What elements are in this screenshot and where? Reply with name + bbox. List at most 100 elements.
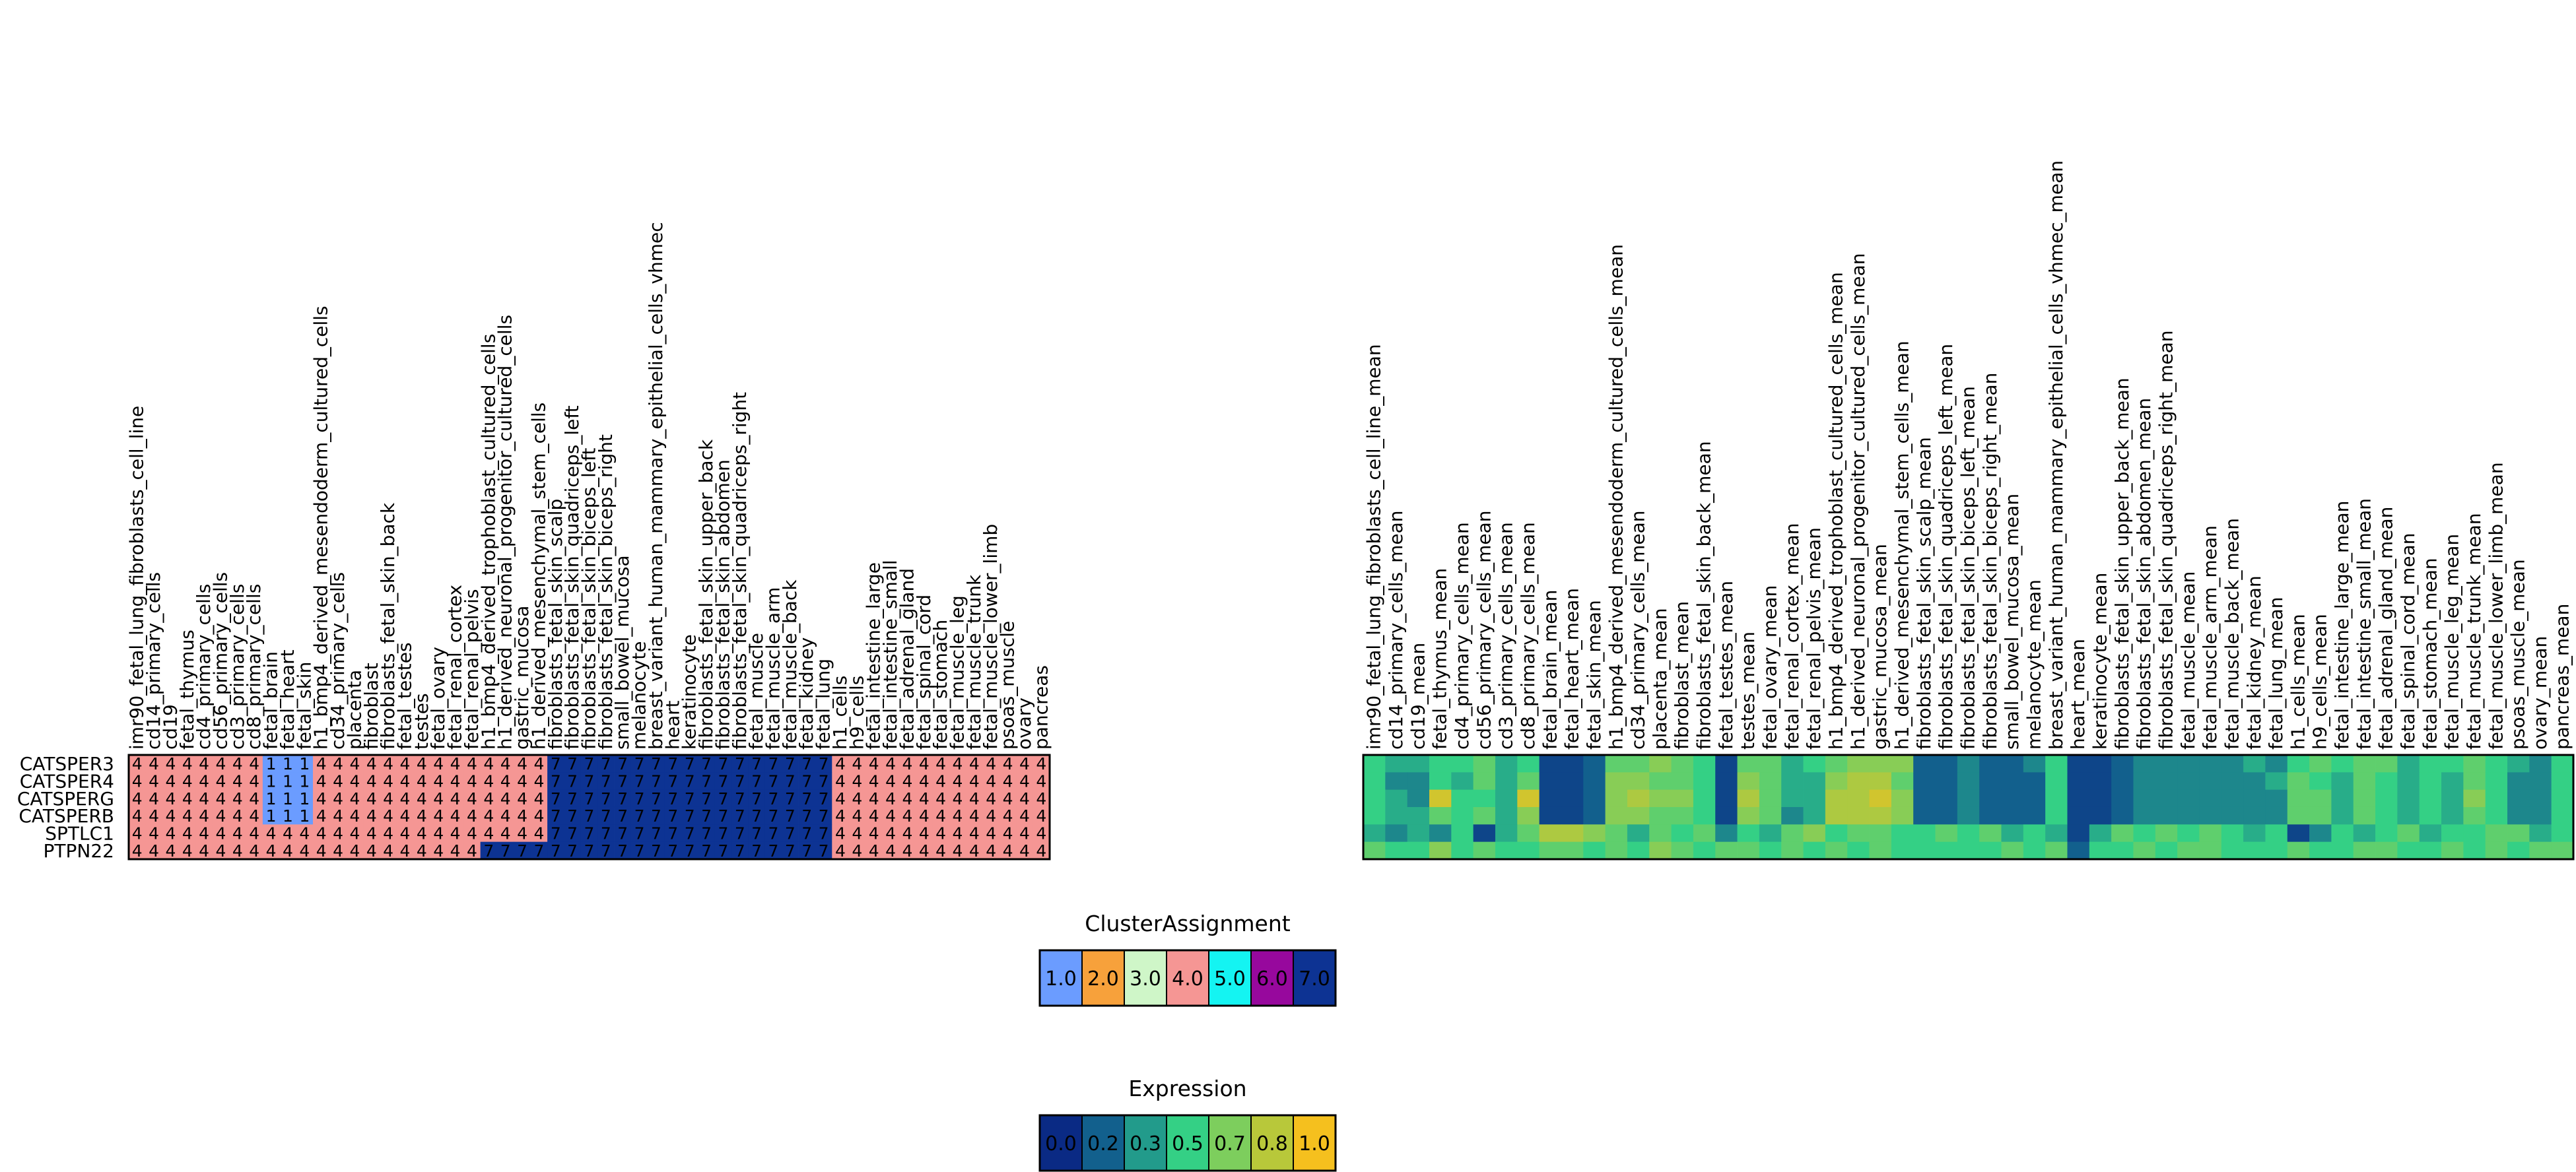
cluster-assignment-legend: ClusterAssignment 1.0 2.0 3.0 4.0 5.0 6.0 7.0 (1038, 911, 1337, 1007)
column-label: h1_cells_mean (2287, 614, 2309, 750)
column-label: fetal_spinal_cord (913, 595, 935, 750)
heatmap-cell (1539, 772, 1562, 791)
heatmap-cell (129, 841, 146, 860)
cell-value-label: 4 (283, 841, 293, 861)
heatmap-cell (246, 772, 263, 791)
heatmap-cell (731, 824, 749, 843)
heatmap-cell (2023, 755, 2046, 773)
heatmap-cell (1869, 772, 1892, 791)
cell-value-label: 1 (283, 789, 293, 808)
heatmap-cell (2375, 755, 2398, 773)
heatmap-cell (212, 841, 230, 860)
heatmap-cell (2551, 772, 2574, 791)
cell-value-label: 7 (735, 841, 745, 861)
heatmap-cell (2133, 789, 2156, 808)
heatmap-cell (2507, 841, 2530, 860)
heatmap-cell (681, 772, 698, 791)
heatmap-cell (1495, 806, 1518, 825)
cell-value-label: 4 (986, 841, 996, 861)
cell-value-label: 4 (417, 841, 427, 861)
heatmap-cell (329, 755, 347, 773)
column-label: cd34_primary_cells (327, 572, 349, 750)
heatmap-cell (195, 806, 213, 825)
column-label: cd3_primary_cells (226, 584, 248, 750)
heatmap-cell (480, 841, 498, 860)
heatmap-cell (2089, 841, 2112, 860)
heatmap-cell (2155, 824, 2178, 843)
heatmap-cell (162, 841, 180, 860)
cell-value-label: 4 (1036, 771, 1046, 791)
heatmap-cell (329, 772, 347, 791)
cell-value-label: 7 (701, 754, 712, 773)
column-label: fibroblasts_fetal_skin_abdomen_mean (2133, 398, 2155, 750)
heatmap-cell (1671, 755, 1694, 773)
heatmap-cell (497, 824, 514, 843)
cell-value-label: 7 (533, 841, 544, 861)
column-label: pancreas_mean (2551, 604, 2573, 750)
heatmap-cell (446, 789, 464, 808)
cell-value-label: 4 (450, 824, 461, 843)
heatmap-cell (630, 824, 648, 843)
heatmap-cell (614, 824, 632, 843)
cell-value-label: 7 (785, 806, 796, 826)
heatmap-cell (480, 806, 498, 825)
cell-value-label: 4 (417, 771, 427, 791)
heatmap-cell (1429, 841, 1452, 860)
heatmap-cell (949, 824, 966, 843)
heatmap-cell (999, 789, 1017, 808)
cell-value-label: 7 (584, 771, 595, 791)
cell-value-label: 1 (283, 771, 293, 791)
cell-value-label: 7 (617, 789, 628, 808)
heatmap-cell (1781, 755, 1804, 773)
heatmap-cell (2397, 789, 2420, 808)
heatmap-cell (1407, 789, 1430, 808)
gene-row-label: CATSPER3 (20, 753, 114, 775)
heatmap-cell (2133, 806, 2156, 825)
cell-value-label: 7 (601, 771, 611, 791)
heatmap-cell (2023, 789, 2046, 808)
heatmap-cell (129, 789, 146, 808)
column-label: fetal_muscle_back_mean (2221, 518, 2243, 750)
cell-value-label: 4 (366, 789, 377, 808)
heatmap-cell (1495, 841, 1518, 860)
column-label: fetal_muscle_back (779, 579, 801, 750)
column-label: fibroblasts_fetal_skin_back (377, 502, 399, 750)
column-label: fetal_testes (394, 642, 416, 750)
heatmap-cell (2529, 772, 2552, 791)
heatmap-cell (748, 772, 766, 791)
cell-value-label: 7 (751, 789, 762, 808)
heatmap-cell (463, 824, 481, 843)
cell-value-label: 4 (467, 841, 477, 861)
cell-value-label: 7 (751, 841, 762, 861)
heatmap-cell (1385, 755, 1408, 773)
heatmap-cell (1671, 841, 1694, 860)
heatmap-cell (212, 755, 230, 773)
cell-value-label: 4 (299, 824, 310, 843)
heatmap-cell (714, 772, 732, 791)
cell-value-label: 7 (801, 824, 812, 843)
heatmap-cell (1385, 841, 1408, 860)
heatmap-cell (1495, 824, 1518, 843)
heatmap-cell (229, 755, 246, 773)
heatmap-cell (2155, 806, 2178, 825)
heatmap-cell (1979, 755, 2002, 773)
cell-value-label: 4 (383, 754, 393, 773)
cell-value-label: 4 (919, 841, 930, 861)
heatmap-cell (380, 824, 397, 843)
heatmap-cell (564, 806, 582, 825)
heatmap-cell (413, 772, 430, 791)
heatmap-cell (1539, 841, 1562, 860)
cell-value-label: 4 (333, 824, 343, 843)
heatmap-cell (1539, 789, 1562, 808)
heatmap-cell (1561, 841, 1584, 860)
cell-value-label: 4 (400, 841, 411, 861)
cell-value-label: 7 (718, 806, 728, 826)
column-label: fetal_intestine_small_mean (2353, 498, 2375, 750)
heatmap-cell (530, 772, 548, 791)
heatmap-cell (882, 841, 900, 860)
heatmap-cell (1671, 772, 1694, 791)
heatmap-cell (129, 755, 146, 773)
column-label: fetal_ovary_mean (1759, 585, 1781, 750)
cell-value-label: 4 (500, 824, 511, 843)
